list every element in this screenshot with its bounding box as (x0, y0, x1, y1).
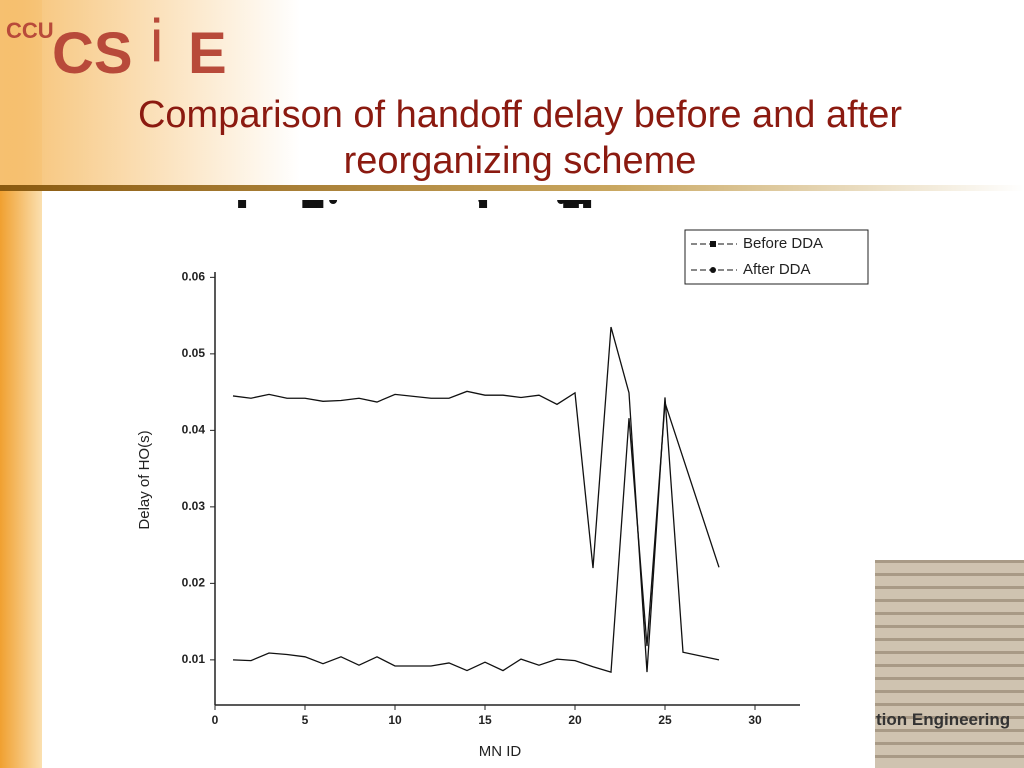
slide-title: Comparison of handoff delay before and a… (137, 94, 903, 182)
data-point (315, 200, 324, 208)
x-axis-label: MN ID (479, 743, 522, 760)
x-tick-label: 30 (748, 713, 762, 727)
y-tick-label: 0.02 (182, 576, 206, 590)
header-rule (0, 185, 1024, 191)
y-tick-label: 0.04 (182, 423, 206, 437)
logo-cs: CS (52, 21, 133, 86)
data-point (478, 200, 487, 204)
y-tick-label: 0.03 (182, 499, 206, 513)
y-tick-label: 0.05 (182, 346, 206, 360)
data-point (583, 200, 592, 204)
x-tick-label: 20 (568, 713, 582, 727)
data-point (303, 200, 312, 208)
header-fade (0, 0, 300, 190)
legend-marker (710, 267, 716, 273)
x-tick-label: 10 (388, 713, 402, 727)
logo-e: E (188, 21, 227, 86)
data-point (479, 200, 488, 208)
series-line (232, 402, 720, 673)
logo-i: i (150, 7, 164, 74)
building-image (870, 560, 1024, 768)
data-point (563, 200, 572, 208)
data-point (308, 200, 317, 208)
series-line (232, 326, 720, 673)
y-tick-label: 0.06 (182, 270, 206, 284)
logo-ccu: CCU (6, 18, 54, 43)
chart-background (115, 200, 875, 768)
data-point (238, 200, 247, 208)
legend-box (684, 229, 869, 285)
y-tick-label: 0.01 (182, 652, 206, 666)
x-tick-label: 5 (302, 713, 309, 727)
legend-label: After DDA (743, 261, 811, 278)
x-tick-label: 0 (212, 713, 219, 727)
data-point (557, 200, 566, 204)
footer-text: tion Engineering (876, 710, 1011, 729)
x-tick-label: 15 (478, 713, 492, 727)
y-axis-label: Delay of HO(s) (136, 430, 153, 529)
legend-marker (710, 241, 716, 247)
legend-label: Before DDA (743, 235, 823, 252)
data-point (329, 200, 338, 204)
data-point (571, 200, 580, 204)
chart: Delay of HO(s) MN ID 0.01 0.02 0.03 0.04 0.0… (115, 200, 875, 768)
data-point (313, 200, 322, 204)
x-tick-label: 25 (658, 713, 672, 727)
